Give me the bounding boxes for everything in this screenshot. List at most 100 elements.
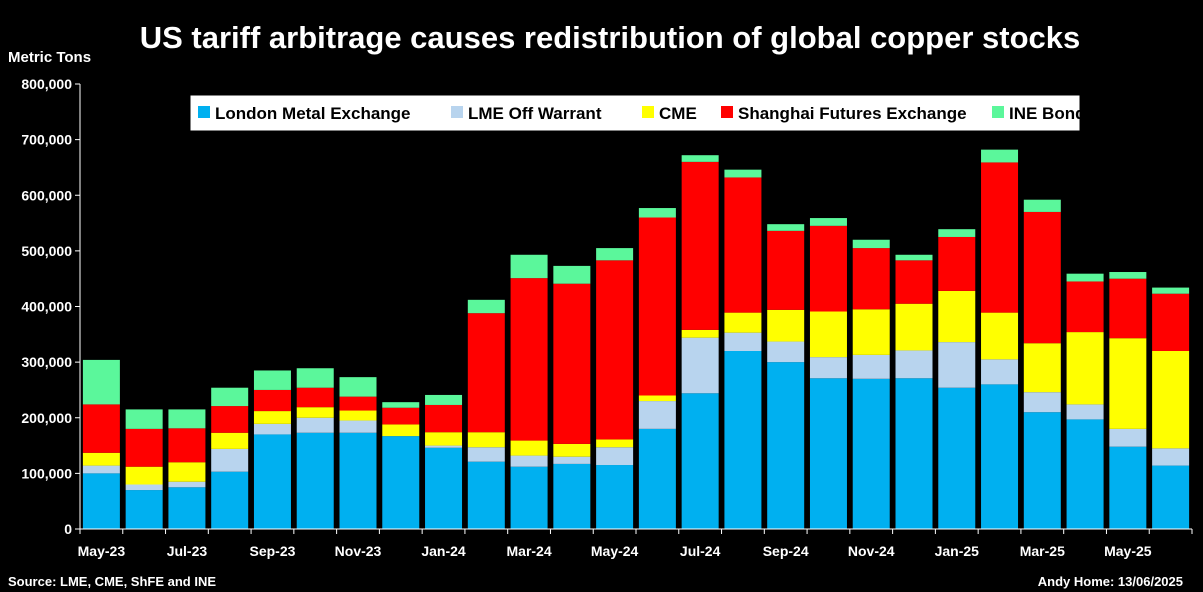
y-tick-label: 200,000 bbox=[21, 410, 72, 426]
bar-lme-off-warrant-oct-23 bbox=[296, 417, 334, 433]
x-tick-label: May-24 bbox=[591, 543, 639, 559]
bar-cme-jan-25 bbox=[938, 290, 976, 343]
y-tick-label: 300,000 bbox=[21, 354, 72, 370]
bar-ine-bonded-sep-24 bbox=[767, 224, 805, 231]
bar-london-metal-exchange-may-25 bbox=[1109, 446, 1147, 529]
y-tick-label: 500,000 bbox=[21, 243, 72, 259]
bar-shanghai-futures-exchange-mar-25 bbox=[1023, 211, 1061, 344]
chart-title: US tariff arbitrage causes redistributio… bbox=[140, 20, 1081, 55]
bar-cme-sep-23 bbox=[253, 411, 291, 424]
bar-london-metal-exchange-feb-25 bbox=[981, 384, 1019, 529]
bar-lme-off-warrant-apr-24 bbox=[553, 456, 591, 464]
bar-ine-bonded-apr-24 bbox=[553, 265, 591, 284]
bar-london-metal-exchange-oct-23 bbox=[296, 432, 334, 529]
bar-cme-may-25 bbox=[1109, 338, 1147, 429]
bar-cme-apr-25 bbox=[1066, 332, 1104, 405]
bar-shanghai-futures-exchange-jan-24 bbox=[425, 404, 463, 433]
legend-swatch bbox=[198, 106, 210, 118]
bar-ine-bonded-jun-23 bbox=[125, 409, 163, 429]
bar-cme-mar-24 bbox=[510, 440, 548, 456]
bar-shanghai-futures-exchange-may-24 bbox=[596, 260, 634, 440]
x-axis: May-23 Jul-23 Sep-23 Nov-23 Jan-24 Mar-24 May-… bbox=[78, 528, 1193, 559]
bar-shanghai-futures-exchange-aug-24 bbox=[724, 177, 762, 313]
legend: London Metal Exchange LME Off Warrant CME S… bbox=[189, 94, 1105, 132]
y-tick-label: 400,000 bbox=[21, 299, 72, 315]
bar-ine-bonded-nov-24 bbox=[852, 239, 890, 249]
bar-cme-aug-24 bbox=[724, 312, 762, 333]
bar-shanghai-futures-exchange-oct-24 bbox=[809, 225, 847, 312]
bar-shanghai-futures-exchange-jun-24 bbox=[638, 217, 676, 396]
x-tick-label: Sep-24 bbox=[763, 543, 809, 559]
bar-cme-dec-24 bbox=[895, 303, 933, 351]
bar-shanghai-futures-exchange-dec-24 bbox=[895, 260, 933, 304]
bar-shanghai-futures-exchange-dec-23 bbox=[382, 407, 420, 425]
x-tick-label: May-25 bbox=[1104, 543, 1152, 559]
bar-lme-off-warrant-jul-23 bbox=[168, 481, 206, 488]
bar-cme-may-24 bbox=[596, 439, 634, 448]
bar-ine-bonded-mar-25 bbox=[1023, 199, 1061, 212]
footer-author: Andy Home: 13/06/2025 bbox=[1038, 574, 1183, 589]
bar-shanghai-futures-exchange-aug-23 bbox=[211, 406, 249, 433]
bar-london-metal-exchange-jun-23 bbox=[125, 490, 163, 529]
x-tick-label: Jan-25 bbox=[935, 543, 980, 559]
bar-cme-sep-24 bbox=[767, 309, 805, 342]
bar-lme-off-warrant-sep-24 bbox=[767, 341, 805, 363]
bar-ine-bonded-jun-25 bbox=[1152, 287, 1190, 294]
bar-ine-bonded-nov-23 bbox=[339, 377, 377, 397]
x-tick-label: Sep-23 bbox=[250, 543, 296, 559]
bar-london-metal-exchange-apr-24 bbox=[553, 463, 591, 529]
bar-lme-off-warrant-jun-23 bbox=[125, 484, 163, 491]
bar-cme-nov-23 bbox=[339, 410, 377, 421]
x-tick-label: Jan-24 bbox=[421, 543, 466, 559]
bar-ine-bonded-mar-24 bbox=[510, 254, 548, 279]
bar-london-metal-exchange-mar-25 bbox=[1023, 412, 1061, 529]
bar-lme-off-warrant-nov-24 bbox=[852, 354, 890, 379]
y-tick-label: 800,000 bbox=[21, 76, 72, 92]
bar-lme-off-warrant-nov-23 bbox=[339, 420, 377, 433]
footer-source: Source: LME, CME, ShFE and INE bbox=[8, 574, 216, 589]
bar-lme-off-warrant-apr-25 bbox=[1066, 404, 1104, 420]
bar-ine-bonded-may-25 bbox=[1109, 272, 1147, 279]
bar-lme-off-warrant-may-24 bbox=[596, 447, 634, 466]
bar-ine-bonded-dec-24 bbox=[895, 254, 933, 261]
bar-shanghai-futures-exchange-jun-23 bbox=[125, 428, 163, 467]
bar-london-metal-exchange-apr-25 bbox=[1066, 419, 1104, 529]
bar-cme-jan-24 bbox=[425, 432, 463, 446]
bar-london-metal-exchange-oct-24 bbox=[809, 378, 847, 529]
y-axis-label: Metric Tons bbox=[8, 49, 91, 66]
bar-shanghai-futures-exchange-oct-23 bbox=[296, 387, 334, 408]
legend-label: Shanghai Futures Exchange bbox=[738, 104, 967, 123]
bar-cme-mar-25 bbox=[1023, 343, 1061, 393]
bar-ine-bonded-dec-23 bbox=[382, 402, 420, 408]
bar-london-metal-exchange-nov-23 bbox=[339, 432, 377, 529]
bar-ine-bonded-may-23 bbox=[82, 359, 120, 405]
x-tick-label: Jul-23 bbox=[167, 543, 208, 559]
bar-london-metal-exchange-sep-24 bbox=[767, 362, 805, 529]
bar-ine-bonded-jan-24 bbox=[425, 394, 463, 405]
bar-cme-jun-24 bbox=[638, 395, 676, 402]
bar-lme-off-warrant-feb-24 bbox=[467, 447, 505, 462]
bar-ine-bonded-sep-23 bbox=[253, 370, 291, 390]
bar-london-metal-exchange-dec-23 bbox=[382, 436, 420, 529]
bar-shanghai-futures-exchange-jul-23 bbox=[168, 428, 206, 463]
bar-ine-bonded-jul-23 bbox=[168, 409, 206, 429]
bar-cme-feb-24 bbox=[467, 432, 505, 448]
bar-ine-bonded-aug-24 bbox=[724, 169, 762, 178]
bar-lme-off-warrant-mar-25 bbox=[1023, 392, 1061, 413]
bar-london-metal-exchange-may-24 bbox=[596, 465, 634, 529]
bar-ine-bonded-jun-24 bbox=[638, 208, 676, 218]
bar-cme-nov-24 bbox=[852, 309, 890, 355]
bar-cme-may-23 bbox=[82, 452, 120, 466]
bar-lme-off-warrant-jan-24 bbox=[425, 445, 463, 448]
legend-label: LME Off Warrant bbox=[468, 104, 602, 123]
legend-label: INE Bonded bbox=[1009, 104, 1105, 123]
bars bbox=[82, 149, 1190, 529]
bar-london-metal-exchange-jul-24 bbox=[681, 393, 719, 529]
bar-london-metal-exchange-may-23 bbox=[82, 473, 120, 529]
bar-ine-bonded-jan-25 bbox=[938, 229, 976, 237]
legend-box bbox=[189, 94, 1081, 132]
bar-london-metal-exchange-jun-25 bbox=[1152, 465, 1190, 529]
bar-shanghai-futures-exchange-nov-23 bbox=[339, 396, 377, 411]
bar-ine-bonded-oct-24 bbox=[809, 218, 847, 226]
legend-swatch bbox=[992, 106, 1004, 118]
